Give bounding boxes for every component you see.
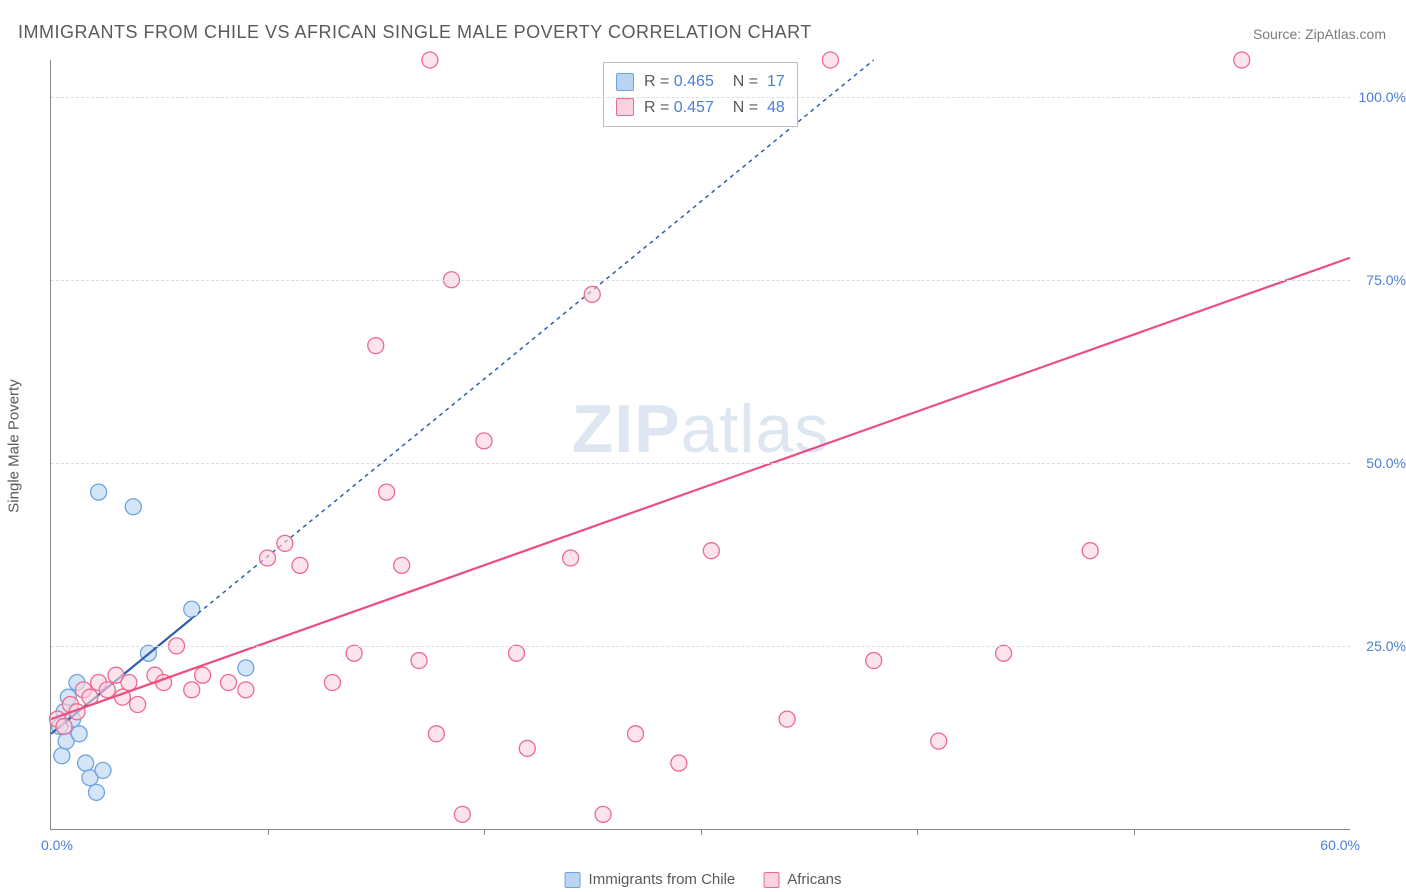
data-point-africans	[346, 645, 362, 661]
legend-swatch	[616, 73, 634, 91]
gridline	[51, 646, 1350, 647]
data-point-africans	[584, 286, 600, 302]
y-tick-label: 25.0%	[1366, 638, 1406, 654]
x-tick-mark	[268, 829, 269, 835]
trend-line-africans	[51, 258, 1350, 719]
data-point-africans	[121, 675, 137, 691]
data-point-chile	[91, 484, 107, 500]
data-point-africans	[563, 550, 579, 566]
x-tick-mark	[1134, 829, 1135, 835]
chart-title: IMMIGRANTS FROM CHILE VS AFRICAN SINGLE …	[18, 22, 812, 43]
data-point-africans	[428, 726, 444, 742]
data-point-africans	[595, 806, 611, 822]
data-point-chile	[238, 660, 254, 676]
data-point-africans	[238, 682, 254, 698]
stats-legend-row: R = 0.457 N = 48	[616, 95, 785, 121]
data-point-africans	[195, 667, 211, 683]
data-point-chile	[125, 499, 141, 515]
data-point-africans	[324, 675, 340, 691]
legend-label: Immigrants from Chile	[589, 871, 736, 888]
data-point-africans	[56, 718, 72, 734]
series-legend: Immigrants from Chile Africans	[565, 871, 842, 888]
stats-legend-row: R = 0.465 N = 17	[616, 69, 785, 95]
data-point-africans	[260, 550, 276, 566]
legend-r-label: R = 0.465	[644, 69, 714, 95]
legend-label: Africans	[787, 871, 841, 888]
data-point-africans	[671, 755, 687, 771]
data-point-chile	[78, 755, 94, 771]
gridline	[51, 463, 1350, 464]
data-point-chile	[71, 726, 87, 742]
data-point-chile	[54, 748, 70, 764]
x-tick-mark	[917, 829, 918, 835]
data-point-africans	[822, 52, 838, 68]
legend-item: Africans	[763, 871, 841, 888]
plot-area: ZIPatlas 0.0% 60.0% R = 0.465 N = 17R = …	[50, 60, 1350, 830]
data-point-africans	[703, 543, 719, 559]
data-point-africans	[130, 696, 146, 712]
legend-item: Immigrants from Chile	[565, 871, 736, 888]
data-point-africans	[99, 682, 115, 698]
data-point-africans	[277, 535, 293, 551]
legend-swatch	[763, 872, 779, 888]
data-point-africans	[292, 557, 308, 573]
data-point-africans	[1234, 52, 1250, 68]
data-point-africans	[411, 653, 427, 669]
data-point-chile	[88, 784, 104, 800]
data-point-africans	[931, 733, 947, 749]
data-point-africans	[394, 557, 410, 573]
legend-swatch	[565, 872, 581, 888]
legend-n-label: N = 48	[724, 95, 785, 121]
plot-svg	[51, 60, 1350, 829]
legend-n-label: N = 17	[724, 69, 785, 95]
data-point-africans	[1082, 543, 1098, 559]
y-tick-label: 75.0%	[1366, 272, 1406, 288]
legend-r-label: R = 0.457	[644, 95, 714, 121]
y-axis-label: Single Male Poverty	[6, 379, 23, 512]
correlation-chart: IMMIGRANTS FROM CHILE VS AFRICAN SINGLE …	[0, 0, 1406, 892]
data-point-africans	[628, 726, 644, 742]
data-point-africans	[454, 806, 470, 822]
data-point-africans	[422, 52, 438, 68]
x-tick-mark	[701, 829, 702, 835]
data-point-africans	[519, 740, 535, 756]
data-point-africans	[476, 433, 492, 449]
data-point-africans	[508, 645, 524, 661]
legend-swatch	[616, 98, 634, 116]
y-tick-label: 100.0%	[1359, 89, 1406, 105]
x-axis-origin-label: 0.0%	[41, 837, 73, 853]
data-point-africans	[379, 484, 395, 500]
source-attribution: Source: ZipAtlas.com	[1253, 26, 1386, 42]
data-point-africans	[368, 338, 384, 354]
data-point-chile	[184, 601, 200, 617]
gridline	[51, 280, 1350, 281]
data-point-chile	[95, 762, 111, 778]
data-point-africans	[866, 653, 882, 669]
trend-line-chile-dash	[192, 60, 874, 619]
gridline	[51, 97, 1350, 98]
data-point-africans	[779, 711, 795, 727]
data-point-africans	[996, 645, 1012, 661]
x-tick-mark	[484, 829, 485, 835]
x-axis-end-label: 60.0%	[1320, 837, 1360, 853]
y-tick-label: 50.0%	[1366, 455, 1406, 471]
data-point-africans	[221, 675, 237, 691]
stats-legend-box: R = 0.465 N = 17R = 0.457 N = 48	[603, 62, 798, 127]
data-point-africans	[184, 682, 200, 698]
